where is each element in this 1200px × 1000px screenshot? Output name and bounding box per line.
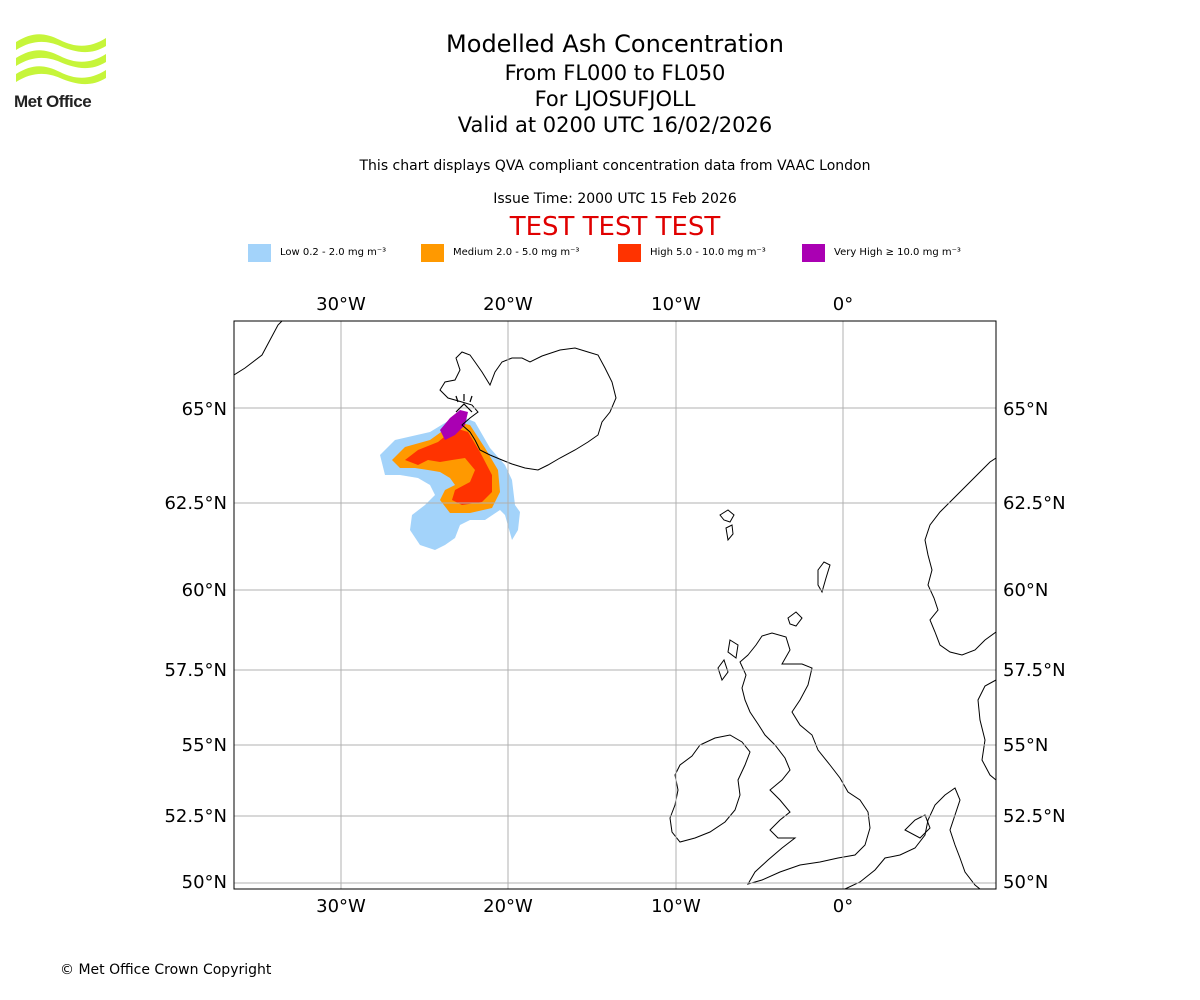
gridlines	[234, 321, 996, 889]
issue-time: Issue Time: 2000 UTC 15 Feb 2026	[493, 191, 737, 207]
lat-label-left-60n: 60°N	[182, 580, 227, 601]
volcano-marker	[455, 394, 473, 413]
lat-label-left-65n: 65°N	[182, 399, 227, 420]
lat-label-left-55n: 55°N	[182, 735, 227, 756]
lat-label-right-62-5n: 62.5°N	[1003, 493, 1066, 514]
lon-label-top-10w: 10°W	[651, 294, 701, 315]
legend-swatch-medium	[421, 244, 444, 262]
chart-title: Modelled Ash Concentration	[446, 30, 784, 58]
legend-swatch-high	[618, 244, 641, 262]
coastlines	[234, 321, 996, 889]
lat-label-right-60n: 60°N	[1003, 580, 1048, 601]
legend-label-very-high: Very High ≥ 10.0 mg m⁻³	[834, 247, 961, 258]
legend-swatch-very-high	[802, 244, 825, 262]
ash-area-high	[405, 428, 492, 505]
lon-label-bottom-0: 0°	[833, 896, 853, 917]
legend-swatch-low	[248, 244, 271, 262]
lat-label-left-50n: 50°N	[182, 872, 227, 893]
lon-label-bottom-30w: 30°W	[316, 896, 366, 917]
lon-label-top-0: 0°	[833, 294, 853, 315]
lat-label-left-62-5n: 62.5°N	[164, 493, 227, 514]
lat-label-left-57-5n: 57.5°N	[164, 660, 227, 681]
lat-label-left-52-5n: 52.5°N	[164, 806, 227, 827]
legend-label-high: High 5.0 - 10.0 mg m⁻³	[650, 247, 766, 258]
logo-text: Met Office	[14, 92, 92, 111]
ash-area-very-high	[440, 410, 468, 440]
map-frame	[233, 320, 997, 890]
lat-label-right-65n: 65°N	[1003, 399, 1048, 420]
test-banner: TEST TEST TEST	[509, 212, 721, 242]
lat-label-right-55n: 55°N	[1003, 735, 1048, 756]
flight-level-range: From FL000 to FL050	[504, 61, 726, 85]
chart-title-block: Modelled Ash Concentration From FL000 to…	[315, 28, 915, 138]
lat-label-right-52-5n: 52.5°N	[1003, 806, 1066, 827]
legend-label-medium: Medium 2.0 - 5.0 mg m⁻³	[453, 247, 580, 258]
valid-time: Valid at 0200 UTC 16/02/2026	[457, 113, 773, 137]
copyright-notice: © Met Office Crown Copyright	[60, 962, 272, 978]
lon-label-bottom-20w: 20°W	[483, 896, 533, 917]
legend-label-low: Low 0.2 - 2.0 mg m⁻³	[280, 247, 387, 258]
compliance-note: This chart displays QVA compliant concen…	[359, 158, 871, 174]
lon-label-top-30w: 30°W	[316, 294, 366, 315]
met-office-logo: Met Office	[14, 30, 110, 114]
lat-label-right-50n: 50°N	[1003, 872, 1048, 893]
lon-label-bottom-10w: 10°W	[651, 896, 701, 917]
met-office-waves-icon	[16, 34, 106, 85]
lon-label-top-20w: 20°W	[483, 294, 533, 315]
lat-label-right-57-5n: 57.5°N	[1003, 660, 1066, 681]
volcano-name: For LJOSUFJOLL	[534, 87, 696, 111]
